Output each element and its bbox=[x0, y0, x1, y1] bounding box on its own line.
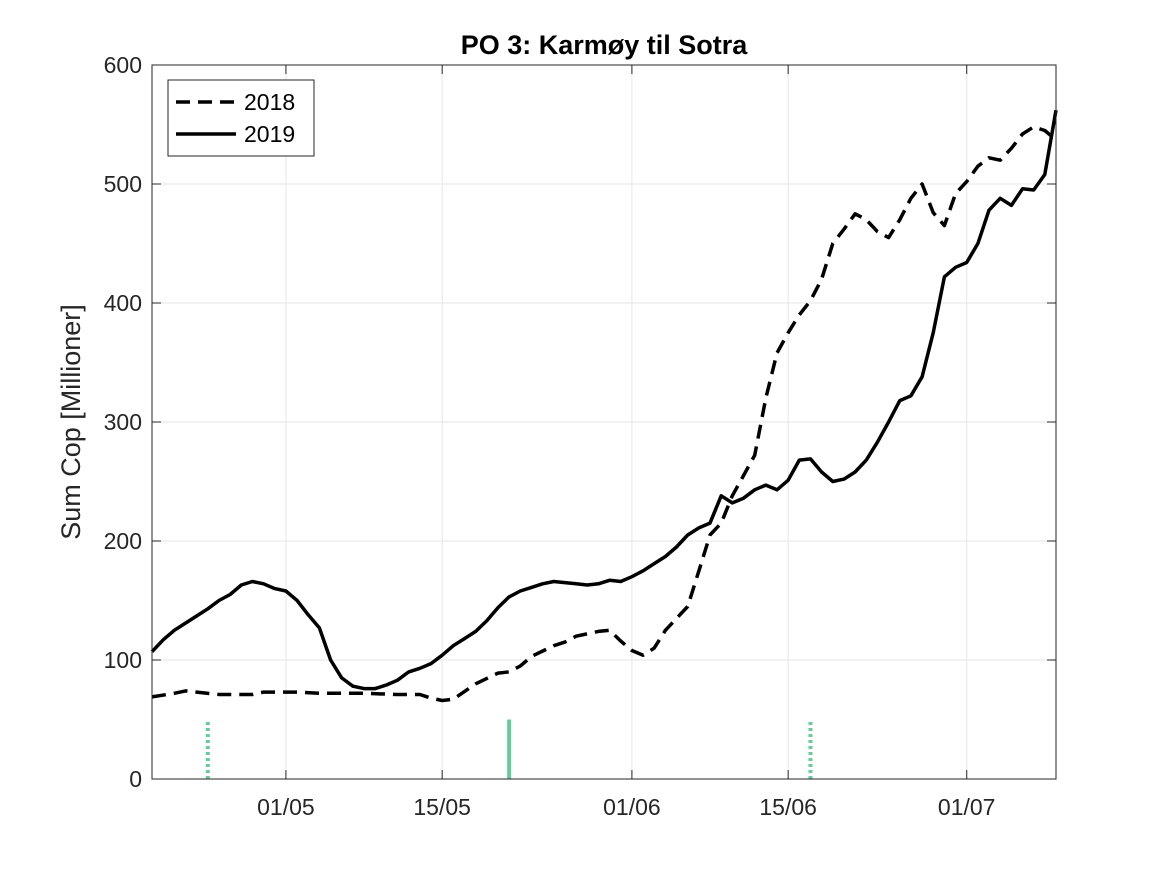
grid bbox=[152, 65, 1056, 779]
x-tick-label: 01/05 bbox=[257, 794, 315, 820]
legend-label: 2019 bbox=[244, 121, 295, 147]
x-tick-label: 01/06 bbox=[603, 794, 661, 820]
series-line-2018 bbox=[151, 125, 1058, 703]
y-tick-label: 600 bbox=[104, 52, 142, 78]
series-line-2019 bbox=[150, 109, 1058, 691]
y-tick-label: 300 bbox=[104, 409, 142, 435]
tick-marks bbox=[152, 64, 1056, 780]
chart-title: PO 3: Karmøy til Sotra bbox=[461, 30, 749, 60]
legend-label: 2018 bbox=[244, 89, 295, 115]
y-tick-label: 0 bbox=[129, 766, 142, 792]
tick-labels: 0 100 200 300 400 500 600 01/05 15/05 01/06 15/06 0… bbox=[104, 52, 996, 820]
series-lines bbox=[150, 109, 1058, 703]
legend: 2018 2019 bbox=[167, 79, 315, 157]
y-tick-label: 400 bbox=[104, 290, 142, 316]
x-tick-label: 01/07 bbox=[938, 794, 996, 820]
y-tick-label: 200 bbox=[104, 528, 142, 554]
y-tick-label: 100 bbox=[104, 647, 142, 673]
event-markers bbox=[205, 719, 813, 779]
y-axis-label: Sum Cop [Millioner] bbox=[56, 304, 86, 540]
y-tick-label: 500 bbox=[104, 171, 142, 197]
x-tick-label: 15/05 bbox=[413, 794, 471, 820]
legend-box bbox=[167, 79, 315, 157]
x-tick-label: 15/06 bbox=[759, 794, 817, 820]
